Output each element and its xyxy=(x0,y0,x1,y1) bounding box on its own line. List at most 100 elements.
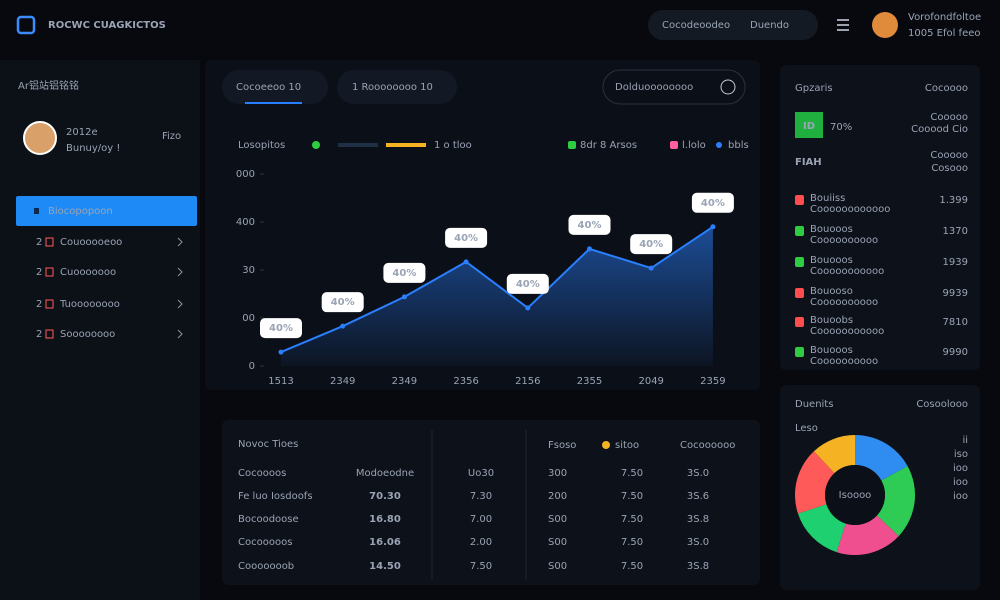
annotation: 40% xyxy=(578,220,602,231)
table-cell: S00 xyxy=(548,537,567,548)
chevron xyxy=(177,329,183,339)
table-cell: 3S.8 xyxy=(687,514,709,525)
donut-side-label: ioo xyxy=(953,491,968,502)
x-tick-label: 2356 xyxy=(453,376,478,387)
menu-active[interactable] xyxy=(16,196,197,226)
row-icon xyxy=(795,288,804,298)
title-dot xyxy=(312,141,320,149)
donut-side-label: ioo xyxy=(953,477,968,488)
row-icon xyxy=(795,257,804,267)
filter-icon xyxy=(720,79,736,95)
donut-segment xyxy=(797,504,846,553)
line xyxy=(280,225,714,354)
menu-icon[interactable] xyxy=(837,19,849,31)
annotation-box xyxy=(691,192,734,213)
menu-prefix: 2 xyxy=(36,267,42,278)
annotation-box xyxy=(568,214,611,235)
logo xyxy=(16,15,36,35)
menu-prefix: 2 xyxy=(36,299,42,310)
brand: ROCWC CUAGKICTOS xyxy=(48,20,166,31)
tab[interactable] xyxy=(337,70,457,104)
x-tick-label: 2156 xyxy=(515,376,540,387)
tab[interactable] xyxy=(222,70,328,104)
control-dot xyxy=(602,441,610,449)
x-tick-label: 2349 xyxy=(392,376,417,387)
y-tick-label: 0 xyxy=(249,361,255,372)
table-cell: S00 xyxy=(548,561,567,572)
table-cell: Cooooooob xyxy=(238,561,294,572)
row-value: 1.399 xyxy=(939,195,968,206)
table-cell: 3S.6 xyxy=(687,491,709,502)
table-cell: 7.50 xyxy=(621,537,643,548)
legend-label: bbls xyxy=(728,140,749,151)
annotation: 40% xyxy=(516,279,540,290)
area xyxy=(281,226,713,366)
chevron xyxy=(177,267,183,277)
table-cell: 3S.0 xyxy=(687,537,709,548)
table-panel xyxy=(222,420,760,585)
row-sub: Coooooooooo xyxy=(810,235,878,246)
row-value: 9990 xyxy=(943,347,968,358)
table-cell: Bocoodoose xyxy=(238,514,299,525)
table-control: Fsoso xyxy=(548,440,576,451)
menu-prefix: 2 xyxy=(36,329,42,340)
search-box[interactable] xyxy=(648,10,818,40)
table-cell: 300 xyxy=(548,468,567,479)
chart-title: Losopitos xyxy=(238,140,285,151)
row-icon xyxy=(795,317,804,327)
stats-note: Cosooo xyxy=(931,163,968,174)
row-sub: Cooooooooooo xyxy=(810,326,884,337)
x-tick-label: 1513 xyxy=(268,376,293,387)
table-cell: S00 xyxy=(548,514,567,525)
profile-sub: Bunuy/oy ! xyxy=(66,143,120,154)
donut-hole xyxy=(825,465,885,525)
donut-caption: Leso xyxy=(795,423,818,434)
user-avatar[interactable] xyxy=(872,12,898,38)
menu-item: Soooooooo xyxy=(60,329,115,340)
menu-item: Biocopopoon xyxy=(48,206,113,217)
y-tick-label: 00 xyxy=(242,313,255,324)
stats-note: Cooooo xyxy=(930,150,968,161)
point xyxy=(587,246,592,252)
annotation-box xyxy=(383,262,426,283)
x-tick-label: 2359 xyxy=(700,376,725,387)
stats-subtitle: Cocoooo xyxy=(925,83,968,94)
donut-segment xyxy=(795,451,835,514)
legend-label: l.lolo xyxy=(682,140,706,151)
annotation-box xyxy=(630,234,673,255)
row-sub: Coooooooooo xyxy=(810,297,878,308)
filter-text: Dolduoooooooo xyxy=(615,82,693,93)
row-value: 1939 xyxy=(943,257,968,268)
row-sub: Coooooooooo xyxy=(810,356,878,367)
chevron xyxy=(177,299,183,309)
table-cell: 7.00 xyxy=(470,514,492,525)
annotation-box xyxy=(445,227,488,248)
donut-side-label: ioo xyxy=(953,463,968,474)
menu-item: Tuoooooooo xyxy=(59,299,120,310)
y-tick-label: 30 xyxy=(242,265,255,276)
stats-word: FIAH xyxy=(795,157,822,168)
menu-icon xyxy=(45,237,54,247)
menu-icon xyxy=(45,299,54,309)
user-sub: 1005 Efol feeo xyxy=(908,28,981,39)
annotation: 40% xyxy=(392,268,416,279)
donut-center: Isoooo xyxy=(839,490,872,501)
annotation: 40% xyxy=(269,323,293,334)
donut-segment xyxy=(813,435,855,474)
row-icon xyxy=(795,195,804,205)
menu-icon xyxy=(45,267,54,277)
menu-item: Cuooooooo xyxy=(60,267,116,278)
point xyxy=(401,294,407,300)
table-cell: Cocoooos xyxy=(238,468,286,479)
badge-box xyxy=(795,112,823,138)
point xyxy=(648,265,654,271)
stats-note: Cooooo xyxy=(930,112,968,123)
filter-box[interactable] xyxy=(602,69,746,105)
user-name: Vorofondfoltoe xyxy=(908,12,981,23)
donut-subtitle: Cosoolooo xyxy=(916,399,968,410)
table-cell: 3S.8 xyxy=(687,561,709,572)
legend-swatch xyxy=(716,142,722,148)
tab-label: Cocoeeoo 10 xyxy=(236,82,301,93)
